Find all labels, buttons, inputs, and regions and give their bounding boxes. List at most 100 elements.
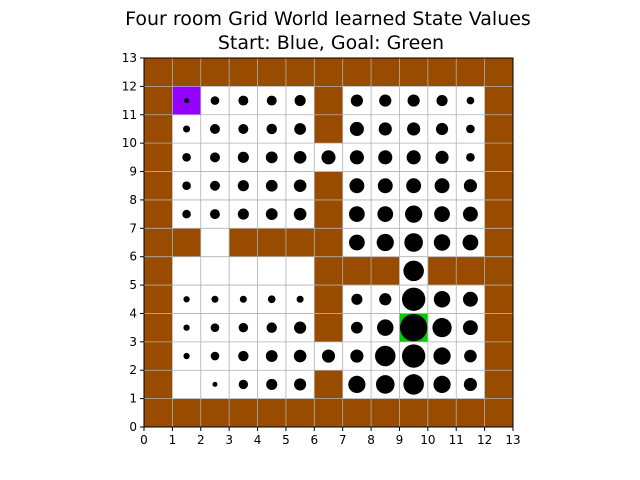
wall-cell: [172, 58, 202, 87]
state-value-dot: [349, 206, 365, 222]
state-value-dot: [407, 122, 421, 136]
state-value-dot: [238, 95, 249, 106]
state-value-dot: [238, 379, 249, 390]
state-value-dot: [349, 234, 365, 251]
y-tick-label: 13: [122, 51, 137, 65]
wall-cell: [456, 58, 485, 87]
state-value-dot: [296, 295, 304, 303]
state-value-dot: [462, 291, 478, 307]
state-value-dot: [183, 352, 190, 360]
state-value-dot: [375, 345, 396, 367]
wall-cell: [285, 398, 315, 428]
state-value-dot: [463, 179, 478, 193]
y-tick-label: 6: [129, 250, 137, 264]
state-value-dot: [349, 121, 364, 136]
y-tick-label: 0: [129, 420, 137, 434]
wall-cell: [456, 398, 485, 428]
wall-cell: [144, 58, 173, 87]
state-value-dot: [321, 349, 336, 363]
y-tick-label: 2: [129, 363, 137, 377]
wall-cell: [484, 171, 514, 201]
wall-cell: [399, 398, 429, 428]
wall-cell: [399, 58, 429, 87]
state-value-dot: [184, 98, 190, 104]
chart-subtitle: Start: Blue, Goal: Green: [218, 32, 444, 54]
state-value-dot: [183, 324, 190, 331]
x-tick-label: 12: [477, 433, 492, 447]
x-tick-label: 0: [140, 433, 148, 447]
wall-cell: [257, 228, 287, 257]
state-value-dot: [212, 381, 218, 387]
state-value-dot: [401, 287, 426, 311]
state-value-dot: [434, 206, 450, 222]
wall-cell: [144, 228, 173, 257]
y-tick-label: 1: [129, 392, 137, 406]
state-value-dot: [210, 323, 220, 332]
state-value-dot: [183, 296, 190, 303]
wall-cell: [371, 256, 400, 286]
state-value-dot: [400, 314, 428, 342]
state-value-dot: [406, 150, 421, 165]
wall-cell: [427, 58, 457, 87]
state-value-dot: [321, 150, 336, 165]
state-value-dot: [209, 152, 220, 163]
open-cell: [200, 256, 230, 286]
wall-cell: [314, 285, 343, 314]
state-value-dot: [462, 320, 478, 336]
state-value-dot: [209, 209, 220, 220]
state-value-dot: [209, 180, 220, 191]
state-value-dot: [407, 94, 420, 107]
wall-cell: [484, 313, 514, 343]
state-value-dot: [377, 178, 393, 194]
cells-layer: [144, 58, 514, 428]
state-value-dot: [182, 209, 191, 219]
state-value-dot: [237, 180, 249, 192]
wall-cell: [200, 58, 230, 87]
wall-cell: [257, 58, 287, 87]
wall-cell: [144, 256, 173, 286]
y-tick-label: 12: [122, 79, 137, 93]
wall-cell: [172, 228, 202, 257]
x-tick-label: 1: [169, 433, 177, 447]
wall-cell: [144, 199, 173, 229]
state-value-dot: [377, 206, 394, 222]
state-value-dot: [294, 123, 307, 135]
x-tick-label: 6: [310, 433, 318, 447]
state-value-dot: [239, 295, 247, 303]
state-value-dot: [293, 349, 307, 363]
wall-cell: [257, 398, 287, 428]
state-value-dot: [293, 207, 307, 221]
wall-cell: [484, 199, 514, 229]
wall-cell: [172, 398, 202, 428]
wall-cell: [314, 199, 343, 229]
state-value-dot: [432, 318, 452, 338]
gridlines: [144, 58, 513, 427]
state-value-dot: [349, 150, 364, 165]
state-value-dot: [266, 322, 277, 333]
wall-cell: [314, 86, 343, 116]
state-value-dot: [267, 295, 276, 304]
state-value-dot: [209, 123, 220, 134]
state-value-dot: [405, 205, 423, 223]
wall-cell: [314, 398, 343, 428]
wall-cell: [229, 58, 258, 87]
state-value-dot: [376, 233, 394, 252]
state-value-dot: [238, 123, 249, 134]
state-value-dot: [294, 378, 307, 391]
wall-cell: [484, 341, 514, 371]
wall-cell: [314, 228, 343, 257]
wall-cell: [200, 398, 230, 428]
state-value-dot: [350, 94, 363, 107]
state-value-dot: [265, 208, 278, 221]
state-value-dot: [238, 322, 249, 333]
wall-cell: [144, 341, 173, 371]
state-value-dot: [294, 95, 306, 107]
state-value-dot: [237, 151, 249, 163]
state-value-dot: [462, 206, 478, 222]
state-value-dot: [375, 375, 395, 394]
wall-cell: [342, 398, 372, 428]
wall-cell: [314, 171, 343, 201]
state-value-dot: [351, 293, 363, 305]
x-tick-label: 2: [197, 433, 205, 447]
